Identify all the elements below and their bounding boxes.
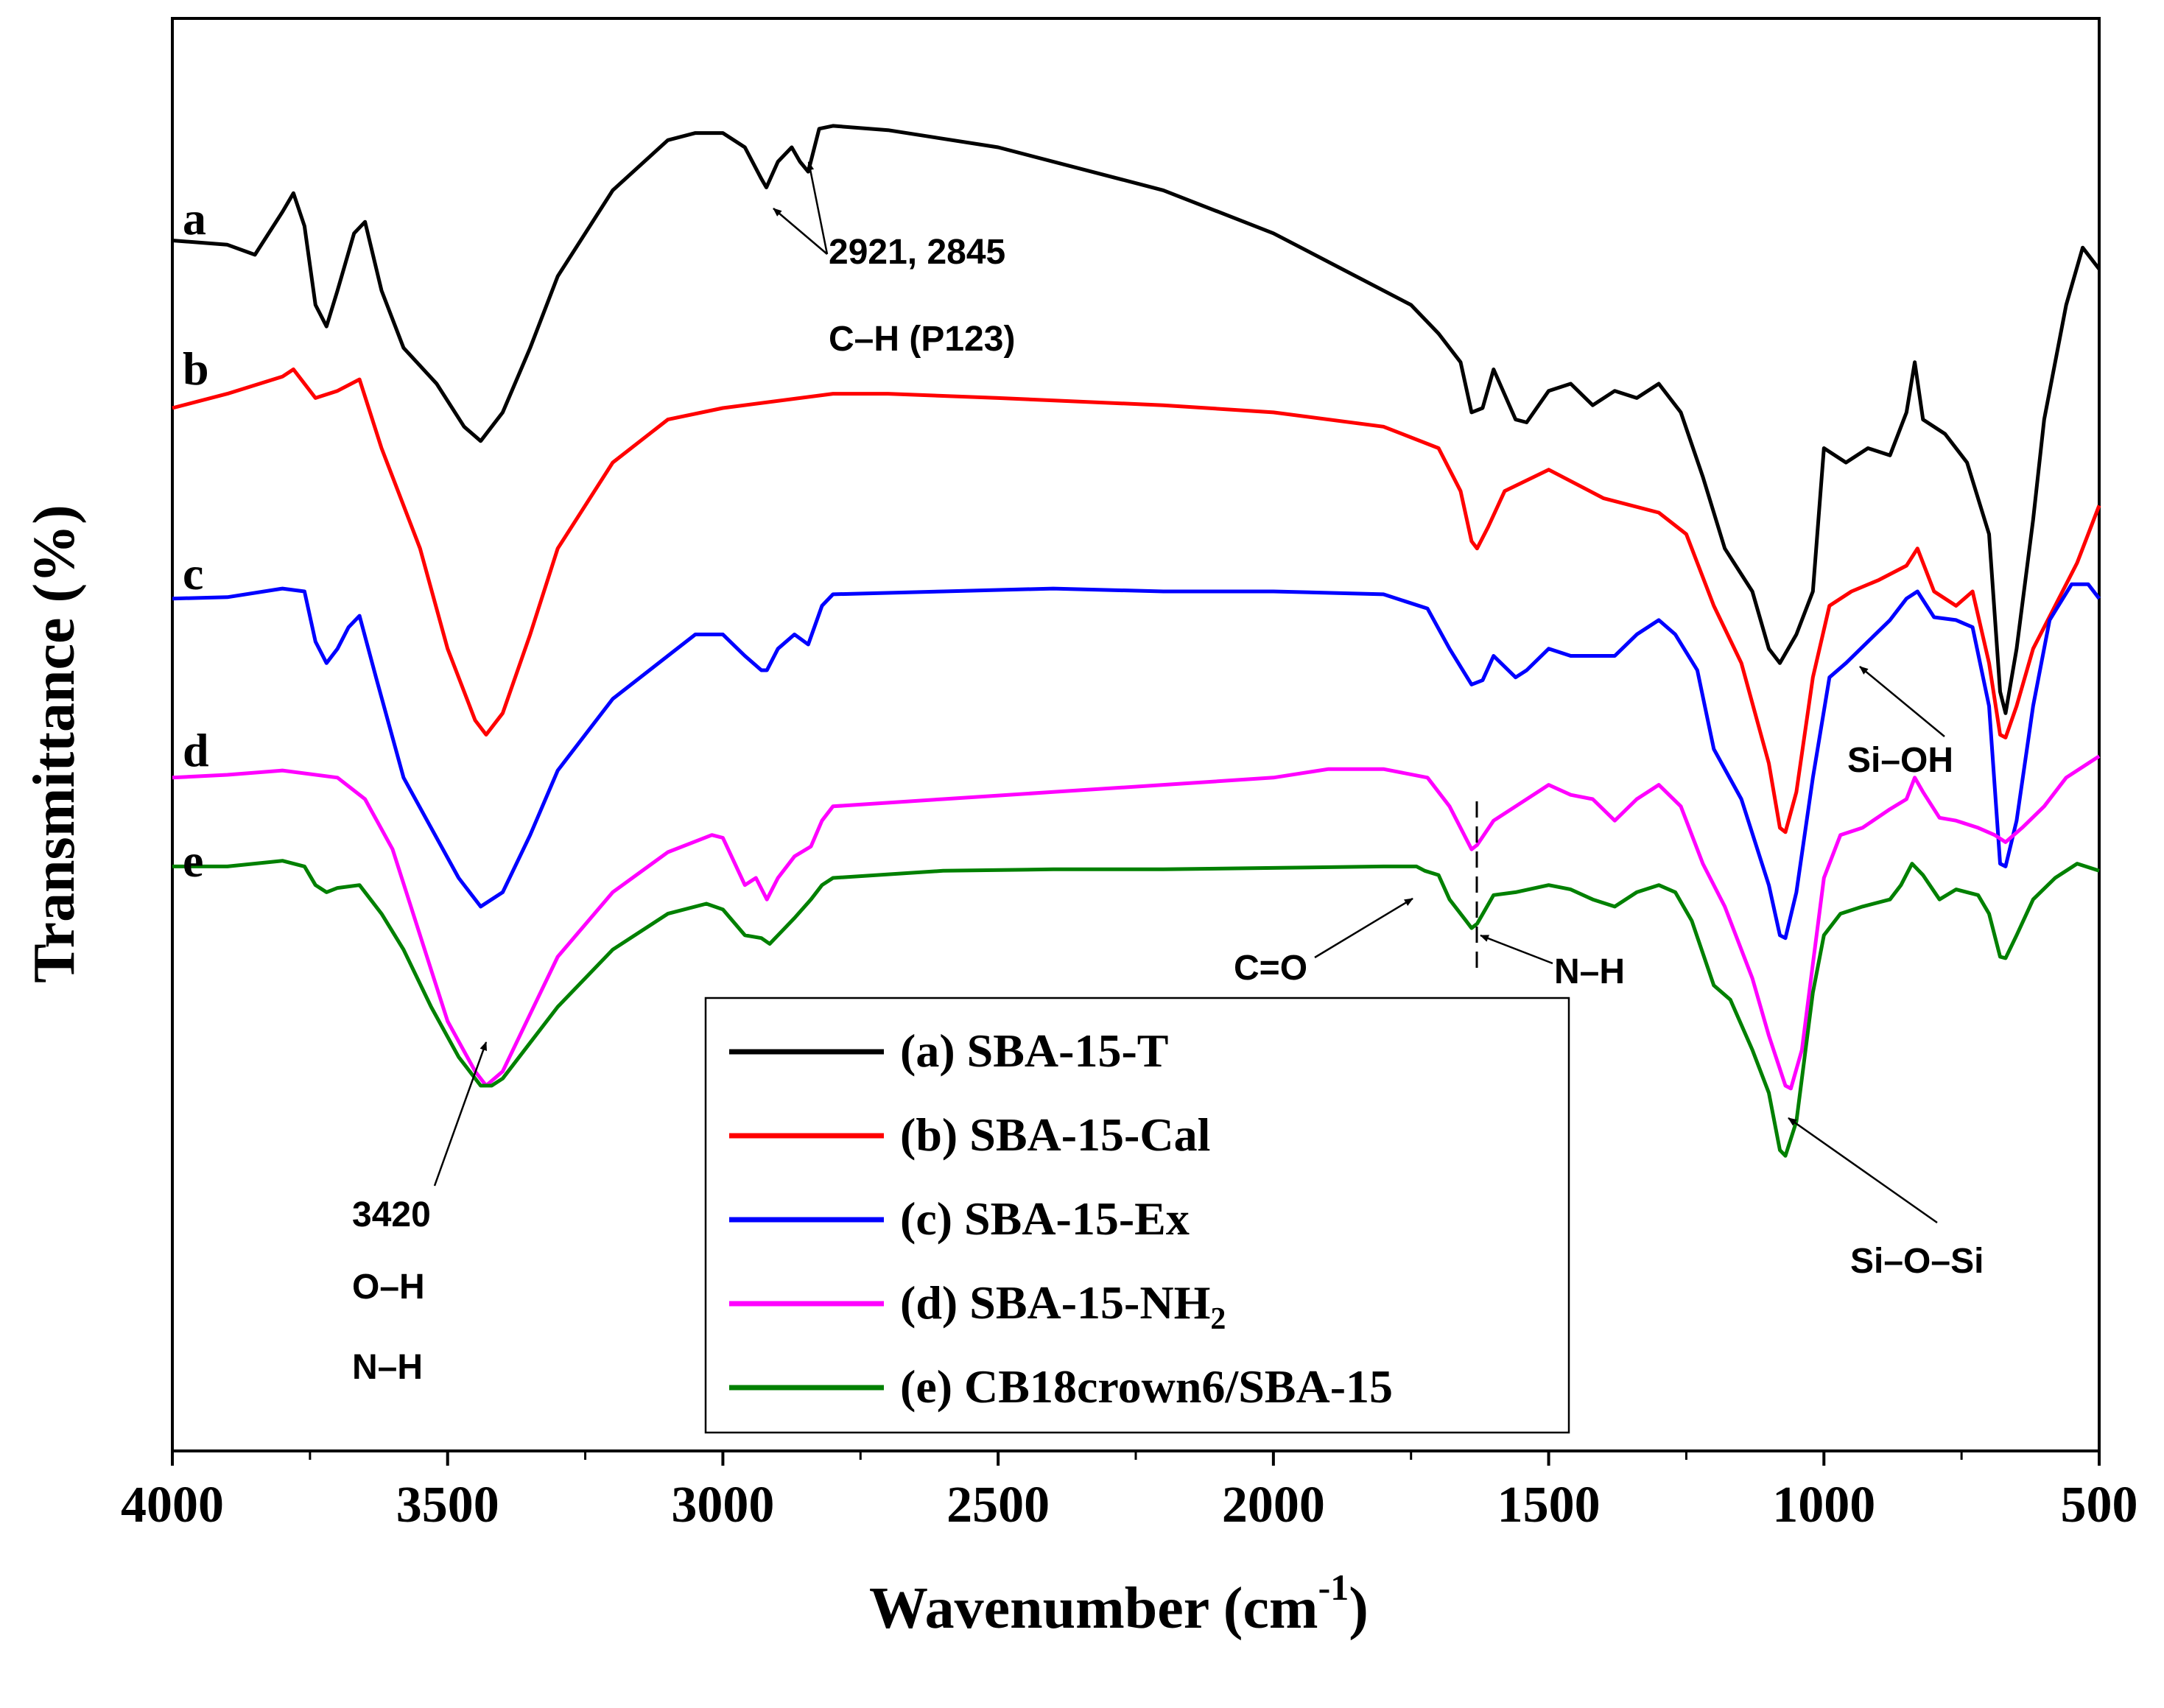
arrow-co [1314, 897, 1413, 959]
x-tick-label-2500: 2500 [946, 1477, 1050, 1533]
arrow-siosi [1788, 1117, 1938, 1224]
x-axis-title-sup: -1 [1318, 1567, 1349, 1608]
legend-label-d: (d) SBA-15-NH2 [900, 1276, 1226, 1336]
arrow-2845 [807, 161, 829, 255]
legend: (a) SBA-15-T (b) SBA-15-Cal (c) SBA-15-E… [704, 997, 1570, 1434]
x-axis-title: Wavenumber (cm-1) [869, 1567, 1369, 1641]
annotation-nh-broad: N–H [352, 1348, 423, 1387]
x-axis-title-close: ) [1349, 1576, 1369, 1641]
x-tick-label-1000: 1000 [1772, 1477, 1875, 1533]
y-axis-title: Transmittance (%) [22, 505, 87, 983]
x-axis-title-main: Wavenumber (cm [869, 1576, 1318, 1641]
series-line-d [172, 754, 2101, 1091]
annotation-oh: O–H [352, 1268, 425, 1307]
annotation-sioh: Si–OH [1847, 741, 1953, 780]
legend-label-d-main: (d) SBA-15-NH [900, 1276, 1210, 1329]
curve-label-b: b [183, 342, 209, 395]
x-tick-label-3000: 3000 [671, 1477, 774, 1533]
legend-label-e: (e) CB18crown6/SBA-15 [900, 1360, 1393, 1413]
x-tick-label-4000: 4000 [121, 1477, 224, 1533]
x-tick-label-1500: 1500 [1497, 1477, 1601, 1533]
arrow-nh [1480, 934, 1553, 965]
annotation-3420: 3420 [352, 1195, 431, 1234]
x-tick-label-3500: 3500 [396, 1477, 499, 1533]
annotation-ch-assign: C–H (P123) [829, 320, 1015, 359]
legend-label-a: (a) SBA-15-T [900, 1025, 1168, 1077]
series-line-b [172, 368, 2101, 834]
curve-label-d: d [183, 724, 209, 776]
x-axis-ticks: 4000 3500 3000 2500 2000 1500 1000 500 [121, 1451, 2138, 1533]
x-tick-label-2000: 2000 [1222, 1477, 1325, 1533]
legend-label-b: (b) SBA-15-Cal [900, 1108, 1210, 1161]
arrow-3420 [433, 1041, 488, 1187]
legend-label-c: (c) SBA-15-Ex [900, 1192, 1190, 1245]
annotation-siosi: Si–O–Si [1850, 1242, 1984, 1281]
series-line-c [172, 582, 2101, 941]
arrow-2921 [773, 208, 828, 255]
legend-label-d-sub: 2 [1210, 1302, 1226, 1336]
series-line-a [172, 124, 2101, 715]
curve-label-e: e [183, 834, 203, 887]
arrow-sioh [1859, 666, 1945, 737]
curve-label-c: c [183, 547, 203, 600]
legend-box [704, 997, 1570, 1434]
series-layer [172, 124, 2101, 1158]
curve-label-a: a [183, 192, 206, 245]
annotation-co: C=O [1234, 949, 1307, 988]
annotation-ch-peaks: 2921, 2845 [829, 233, 1005, 272]
series-line-e [172, 859, 2100, 1158]
annotation-nh: N–H [1554, 952, 1625, 991]
x-tick-label-500: 500 [2061, 1477, 2138, 1533]
